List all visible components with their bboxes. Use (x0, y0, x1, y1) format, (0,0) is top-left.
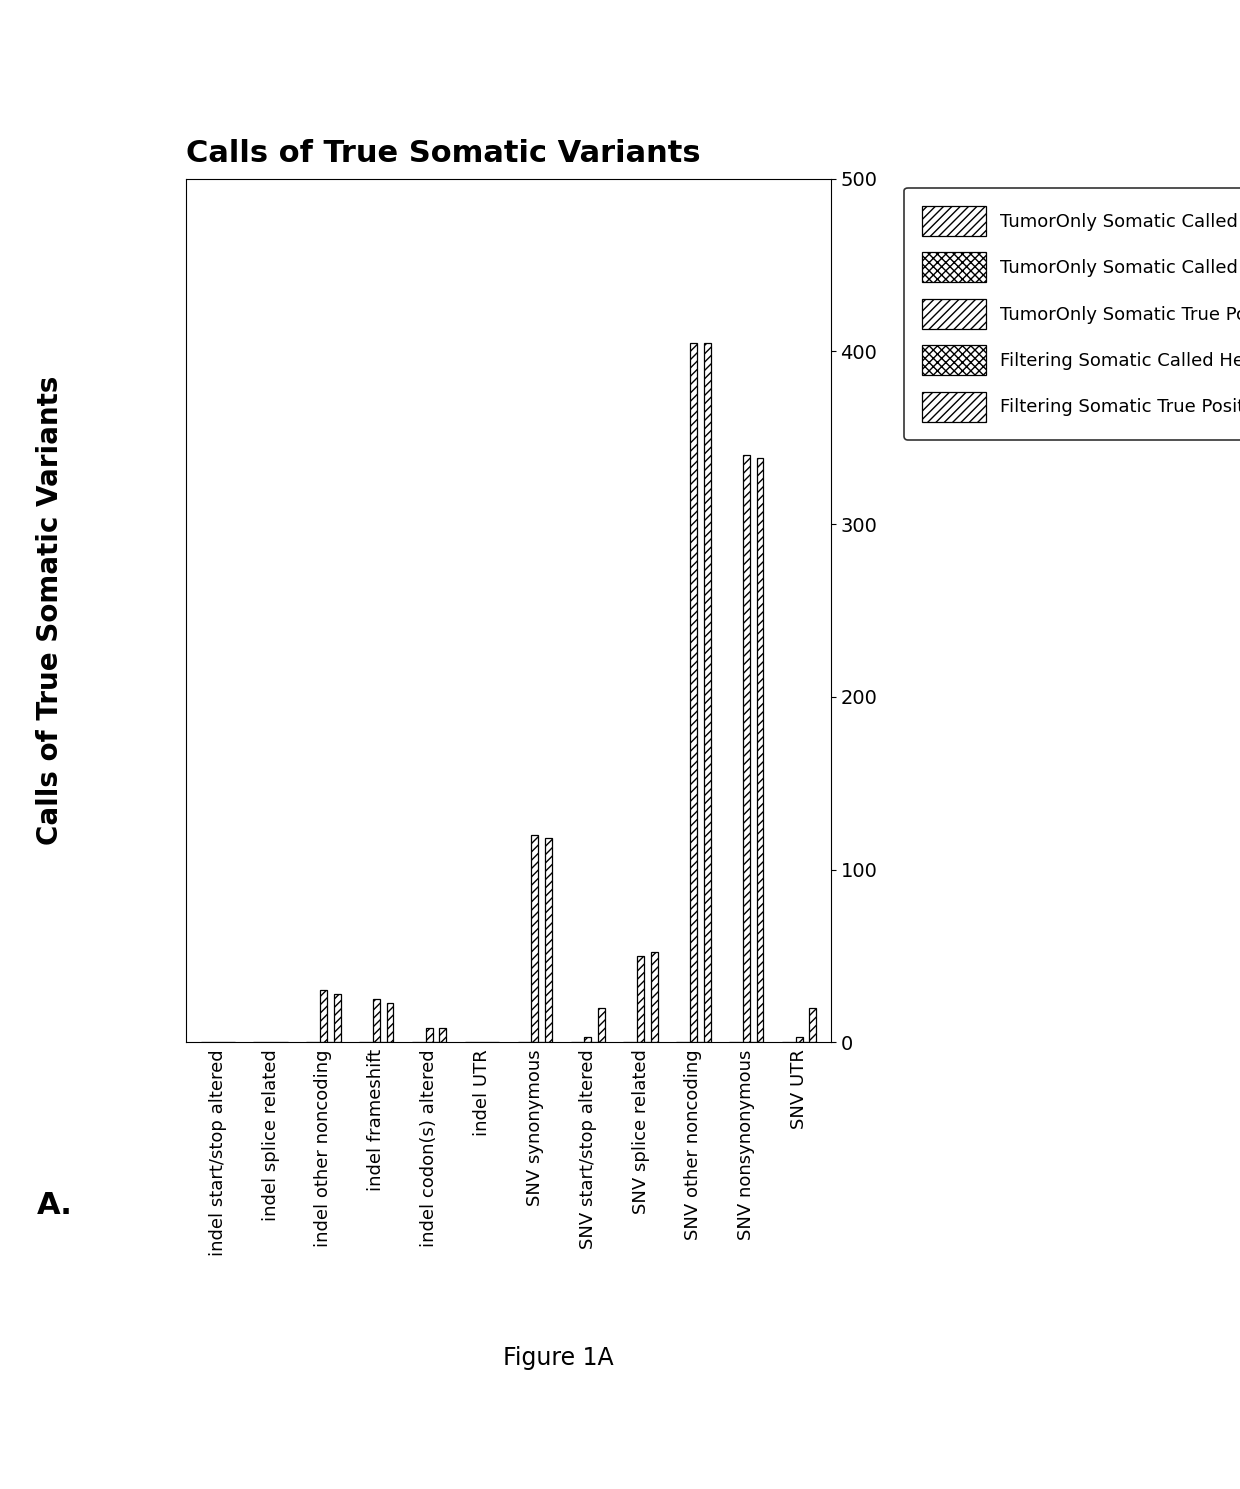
Bar (651, 953, 657, 1042)
Bar (637, 956, 644, 1042)
Bar (439, 1029, 446, 1042)
Bar (532, 835, 538, 1042)
Bar (810, 1008, 816, 1042)
Legend: TumorOnly Somatic Called Wrong, TumorOnly Somatic Called LowQC, TumorOnly Somati: TumorOnly Somatic Called Wrong, TumorOnl… (904, 188, 1240, 441)
Bar (703, 342, 711, 1042)
Bar (743, 456, 750, 1042)
Bar (689, 342, 697, 1042)
Bar (334, 995, 341, 1042)
Text: A.: A. (37, 1191, 73, 1219)
Bar (584, 1038, 591, 1042)
Text: Calls of True Somatic Variants: Calls of True Somatic Variants (36, 375, 63, 846)
Bar (546, 838, 552, 1042)
Bar (320, 990, 327, 1042)
Bar (387, 1002, 393, 1042)
Bar (598, 1008, 605, 1042)
Bar (373, 999, 379, 1042)
Text: Calls of True Somatic Variants: Calls of True Somatic Variants (186, 138, 701, 168)
Bar (425, 1029, 433, 1042)
Bar (756, 459, 764, 1042)
Text: Figure 1A: Figure 1A (502, 1346, 614, 1370)
Bar (796, 1038, 802, 1042)
